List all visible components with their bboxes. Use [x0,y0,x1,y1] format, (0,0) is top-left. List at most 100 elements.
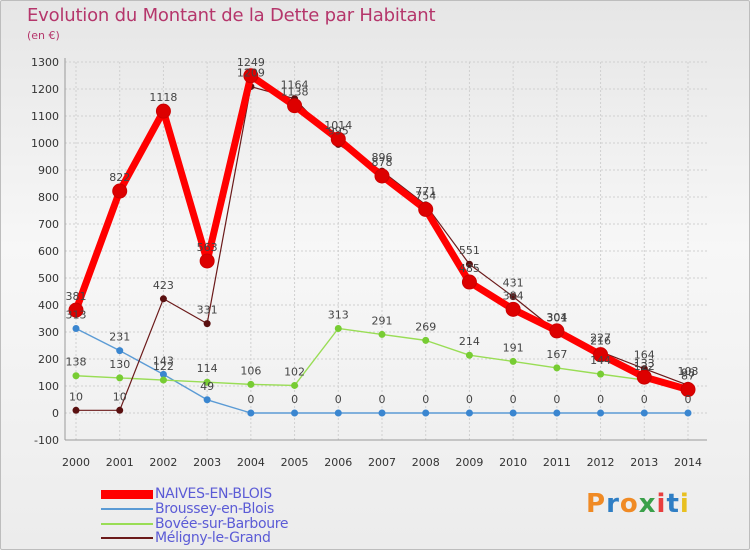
y-tick-label: 800 [38,191,59,204]
y-tick-label: -100 [34,434,59,447]
data-label-bovee-sur-barboure: 144 [590,354,611,367]
data-label-naives-en-blois: 87 [681,370,695,383]
data-point-naives-en-blois [374,168,390,184]
data-label-naives-en-blois: 304 [546,311,567,324]
data-point-naives-en-blois [680,382,696,398]
data-point-naives-en-blois [330,131,346,147]
data-label-meligny-le-grand: 331 [197,304,218,317]
legend-label: NAIVES-EN-BLOIS [155,486,272,502]
data-point-bovee-sur-barboure [553,364,561,372]
data-point-meligny-le-grand [72,406,80,414]
data-point-bovee-sur-barboure [334,324,342,332]
data-point-bovee-sur-barboure [291,381,299,389]
x-tick-label: 2009 [455,456,483,469]
data-label-meligny-le-grand: 103 [678,365,699,378]
logo-letter: r [606,489,620,519]
x-tick-label: 2008 [412,456,440,469]
legend-label: Méligny-le-Grand [155,530,271,546]
data-point-broussey-en-blois [334,409,342,417]
data-label-naives-en-blois: 384 [503,289,524,302]
data-point-broussey-en-blois [465,409,473,417]
x-tick-label: 2010 [499,456,527,469]
data-label-bovee-sur-barboure: 313 [328,308,349,321]
y-tick-label: 1000 [31,137,59,150]
data-point-naives-en-blois [593,347,609,363]
data-point-broussey-en-blois [378,409,386,417]
x-tick-label: 2006 [324,456,352,469]
data-label-bovee-sur-barboure: 191 [503,341,524,354]
data-point-naives-en-blois [68,302,84,318]
legend-item-meligny-le-grand: Méligny-le-Grand [101,530,271,546]
data-label-broussey-en-blois: 231 [109,331,130,344]
data-label-meligny-le-grand: 995 [328,124,349,137]
data-label-bovee-sur-barboure: 114 [197,362,218,375]
legend-swatch-meligny-le-grand [101,537,153,539]
data-label-meligny-le-grand: 423 [153,279,174,292]
data-point-bovee-sur-barboure [203,378,211,386]
y-tick-label: 900 [38,164,59,177]
data-point-broussey-en-blois [116,347,124,355]
data-point-bovee-sur-barboure [422,336,430,344]
data-label-bovee-sur-barboure: 167 [546,348,567,361]
data-label-meligny-le-grand: 227 [590,332,611,345]
logo-letter: x [638,489,657,519]
data-point-meligny-le-grand [116,406,124,414]
y-tick-label: 100 [38,380,59,393]
y-tick-label: 200 [38,353,59,366]
data-label-naives-en-blois: 216 [590,335,611,348]
data-label-broussey-en-blois: 0 [335,393,342,406]
data-point-naives-en-blois [418,201,434,217]
data-point-bovee-sur-barboure [72,372,80,380]
data-label-broussey-en-blois: 0 [510,393,517,406]
data-point-bovee-sur-barboure [378,330,386,338]
data-label-bovee-sur-barboure: 269 [415,320,436,333]
x-tick-label: 2005 [281,456,309,469]
y-tick-label: 700 [38,218,59,231]
x-tick-label: 2000 [62,456,90,469]
data-label-bovee-sur-barboure: 138 [66,356,87,369]
data-label-naives-en-blois: 133 [634,357,655,370]
data-label-naives-en-blois: 381 [66,290,87,303]
x-tick-label: 2007 [368,456,396,469]
data-label-broussey-en-blois: 0 [553,393,560,406]
data-label-broussey-en-blois: 0 [641,393,648,406]
legend-swatch-broussey-en-blois [101,508,153,510]
data-label-meligny-le-grand: 1164 [281,79,309,92]
data-label-broussey-en-blois: 143 [153,354,174,367]
data-point-meligny-le-grand [509,293,517,301]
data-label-naives-en-blois: 754 [415,189,436,202]
data-point-naives-en-blois [636,369,652,385]
data-point-meligny-le-grand [465,260,473,268]
data-label-meligny-le-grand: 164 [634,349,655,362]
x-tick-label: 2004 [237,456,265,469]
data-point-naives-en-blois [287,98,303,114]
data-label-broussey-en-blois: 0 [247,393,254,406]
data-label-broussey-en-blois: 0 [466,393,473,406]
x-tick-label: 2011 [543,456,571,469]
data-point-bovee-sur-barboure [159,376,167,384]
logo-letter: i [656,489,667,519]
x-tick-label: 2003 [193,456,221,469]
x-tick-label: 2001 [106,456,134,469]
data-label-broussey-en-blois: 0 [685,393,692,406]
data-point-naives-en-blois [505,301,521,317]
data-point-bovee-sur-barboure [116,374,124,382]
data-point-broussey-en-blois [72,324,80,332]
data-point-broussey-en-blois [159,370,167,378]
data-point-meligny-le-grand [203,320,211,328]
data-point-broussey-en-blois [247,409,255,417]
data-label-bovee-sur-barboure: 130 [109,358,130,371]
data-label-bovee-sur-barboure: 122 [634,360,655,373]
chart-title: Evolution du Montant de la Dette par Hab… [27,5,436,26]
data-point-broussey-en-blois [684,409,692,417]
x-tick-label: 2014 [674,456,702,469]
data-label-naives-en-blois: 563 [197,241,218,254]
data-label-meligny-le-grand: 896 [372,151,393,164]
y-tick-label: 500 [38,272,59,285]
data-label-naives-en-blois: 485 [459,262,480,275]
data-point-meligny-le-grand [159,295,167,303]
data-point-broussey-en-blois [291,409,299,417]
data-point-naives-en-blois [199,253,215,269]
data-label-broussey-en-blois: 0 [379,393,386,406]
